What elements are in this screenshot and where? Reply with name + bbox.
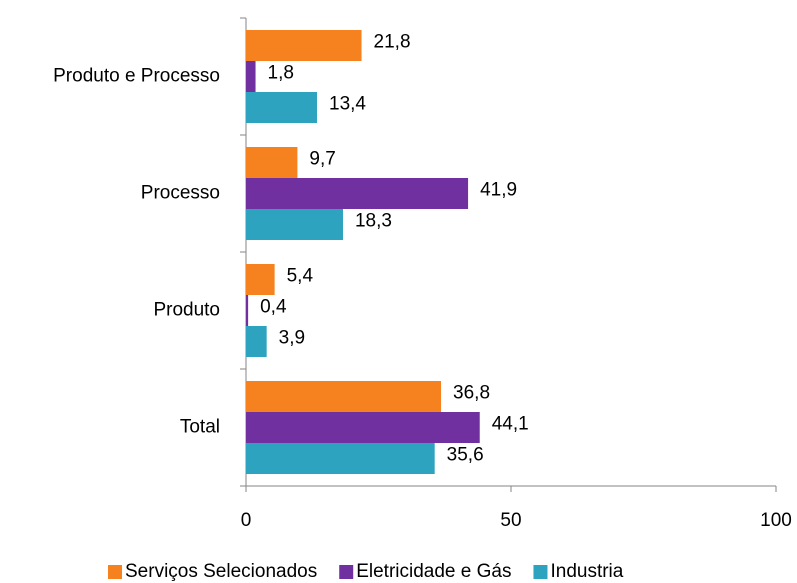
bar [246,295,249,326]
data-label: 1,8 [268,63,294,84]
data-label: 44,1 [492,414,529,435]
bar [246,412,480,443]
legend-label: Eletricidade e Gás [356,561,511,582]
x-tick-label: 0 [241,510,252,531]
x-tick-label: 50 [500,510,521,531]
bar [246,92,318,123]
data-label: 0,4 [260,297,287,318]
data-label: 9,7 [309,149,335,170]
bar [246,178,469,209]
legend-swatch [339,565,354,579]
legend-swatch [108,565,122,579]
y-tick-label: Total [180,417,220,438]
data-label: 36,8 [453,383,490,404]
bar [246,264,275,295]
x-tick-label: 100 [760,510,792,531]
bar [246,326,267,357]
bar [246,61,256,92]
bar [246,147,298,178]
y-tick-label: Processo [141,183,220,204]
data-label: 18,3 [355,211,392,232]
y-tick-label: Produto [153,300,220,321]
y-tick-label: Produto e Processo [53,66,220,87]
legend-label: Serviços Selecionados [125,561,317,582]
data-label: 35,6 [447,445,484,466]
legend-swatch [533,565,548,579]
data-label: 41,9 [480,180,517,201]
bar [246,209,343,240]
bar [246,443,435,474]
data-label: 5,4 [287,266,314,287]
legend-label: Industria [550,561,623,582]
data-label: 13,4 [329,94,366,115]
data-label: 21,8 [374,32,411,53]
data-label: 3,9 [279,328,305,349]
bar [246,30,362,61]
bar [246,381,442,412]
